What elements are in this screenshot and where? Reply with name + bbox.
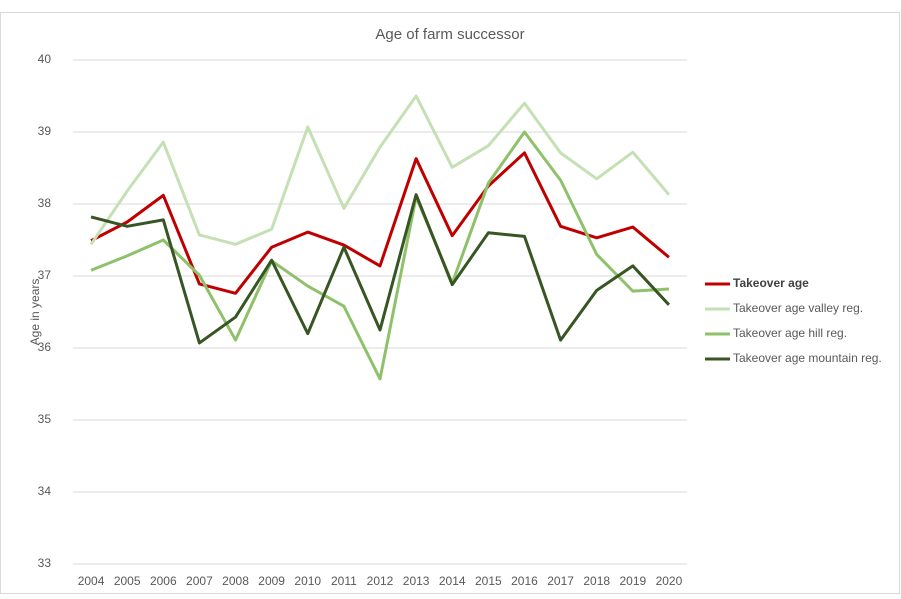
x-tick-label: 2017 (547, 574, 574, 588)
y-tick-label: 37 (38, 268, 52, 282)
x-tick-label: 2004 (78, 574, 105, 588)
x-tick-label: 2006 (150, 574, 177, 588)
y-axis-label: Age in years (28, 279, 42, 346)
legend-label: Takeover age hill reg. (733, 326, 847, 340)
line-series (90, 130, 670, 381)
x-tick-label: 2011 (331, 574, 357, 588)
legend-label: Takeover age valley reg. (733, 301, 863, 315)
x-tick-label: 2013 (403, 574, 430, 588)
line-series (90, 193, 671, 345)
x-tick-label: 2018 (583, 574, 610, 588)
x-tick-label: 2008 (222, 574, 249, 588)
y-tick-label: 34 (38, 484, 52, 498)
x-tick-label: 2020 (656, 574, 683, 588)
x-tick-label: 2014 (439, 574, 466, 588)
x-tick-label: 2016 (511, 574, 538, 588)
y-tick-label: 38 (38, 196, 52, 210)
x-tick-label: 2019 (619, 574, 646, 588)
x-tick-label: 2007 (186, 574, 213, 588)
x-tick-label: 2012 (367, 574, 394, 588)
chart-title: Age of farm successor (375, 26, 524, 43)
x-tick-label: 2015 (475, 574, 502, 588)
y-tick-label: 36 (38, 340, 52, 354)
legend-label: Takeover age (733, 276, 809, 290)
line-series (90, 151, 670, 295)
y-tick-label: 35 (38, 412, 52, 426)
line-series (89, 94, 671, 246)
y-tick-label: 39 (38, 124, 52, 138)
x-tick-label: 2010 (294, 574, 321, 588)
y-tick-label: 33 (38, 556, 52, 570)
legend-label: Takeover age mountain reg. (733, 351, 882, 365)
x-tick-label: 2005 (114, 574, 141, 588)
y-tick-label: 40 (38, 52, 52, 66)
x-tick-label: 2009 (258, 574, 285, 588)
